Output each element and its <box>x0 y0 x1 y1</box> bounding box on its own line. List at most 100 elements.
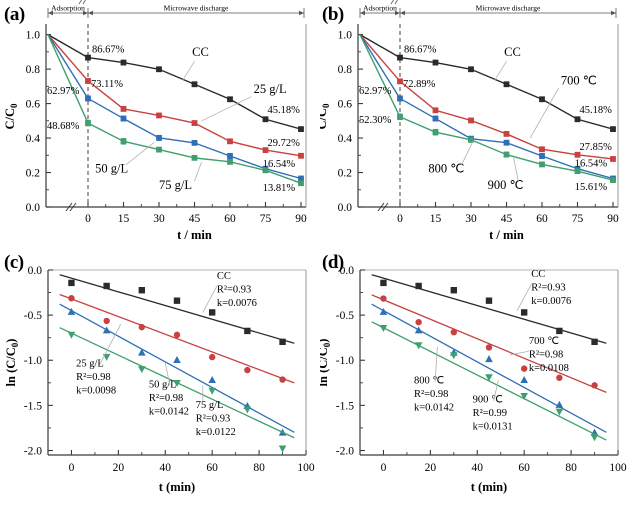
data-point-marker <box>468 66 474 73</box>
data-point-marker <box>397 95 403 102</box>
x-tick-label: 15 <box>430 213 442 225</box>
data-point-marker <box>191 120 198 126</box>
panel-a: (a) Adsorption Microwave discharge 1.0 0.8 0… <box>0 0 320 250</box>
data-point-marker <box>450 287 458 294</box>
data-point-marker <box>156 66 162 73</box>
series-label-700: 700 ℃ <box>561 74 597 88</box>
data-point-marker <box>397 54 403 61</box>
annotation-50-line3: k=0.0142 <box>149 406 189 417</box>
x-tick-label: 15 <box>118 213 130 225</box>
series-label-cc: CC <box>504 45 521 59</box>
y-tick-label: -1.0 <box>336 355 354 367</box>
data-point-marker <box>432 129 439 136</box>
data-point-marker <box>610 156 616 162</box>
data-point-marker <box>262 147 269 154</box>
data-point-marker <box>414 342 423 350</box>
series-CC <box>371 274 607 346</box>
data-point-marker <box>173 331 181 339</box>
data-point-marker <box>102 326 111 334</box>
y-tick-label: 0.0 <box>26 202 41 214</box>
data-point-marker <box>120 59 127 66</box>
y-axis-title: ln (C/C0) <box>4 339 20 387</box>
data-point-marker <box>85 120 91 126</box>
x-tick-label: 40 <box>472 462 484 474</box>
y-tick-label: 0.0 <box>28 265 43 277</box>
y-tick-label: -0.5 <box>24 310 42 322</box>
y-tick-label: 0.4 <box>26 133 41 145</box>
data-point-marker <box>298 152 304 159</box>
annotation-700-line3: k=0.0108 <box>529 363 569 374</box>
series-label-25: 25 g/L <box>254 82 287 96</box>
data-point-marker <box>279 338 286 346</box>
y-tick-label: -2.0 <box>24 445 42 457</box>
data-point-marker <box>539 146 545 153</box>
data-point-marker <box>520 309 528 316</box>
panel-b-plot: Adsorption Microwave discharge 1.0 0.8 0.6 0.… <box>320 0 619 242</box>
x-tick-label: 45 <box>501 213 513 225</box>
panel-b: (b) Adsorption Microwave discharge 1.0 0.8 0… <box>320 0 639 250</box>
y-tick-label: 1.0 <box>26 30 41 42</box>
adsorption-pct-700: 72.89% <box>403 79 436 90</box>
series-700-- <box>371 294 607 393</box>
panel-d-plot: 0.0 -0.5 -1.0 -1.5 -2.0 ln (C/C0) 0 20 40 60 80 100… <box>320 265 627 494</box>
panel-c: (c) 0.0 -0.5 -1.0 -1.5 -2.0 ln (C/C0) 0 20 40 60 8… <box>0 250 320 506</box>
annotation-cc-line2: R²=0.93 <box>531 283 565 294</box>
series-75-g-L <box>59 327 295 453</box>
data-point-marker <box>156 146 162 153</box>
data-point-marker <box>208 309 216 316</box>
data-point-marker <box>103 317 110 325</box>
x-tick-label: 20 <box>113 462 125 474</box>
data-point-marker <box>450 328 458 336</box>
data-point-marker <box>485 374 493 382</box>
panel-a-plot: Adsorption Microwave discharge 1.0 0.8 0.6 0.… <box>3 0 307 242</box>
x-tick-label: 75 <box>260 213 272 225</box>
data-point-marker <box>208 376 216 384</box>
data-point-marker <box>432 59 439 66</box>
series-label-800: 800 ℃ <box>428 162 464 176</box>
data-point-marker <box>468 117 474 124</box>
data-point-marker <box>379 325 388 333</box>
annotation-800-line2: R²=0.98 <box>414 389 448 400</box>
data-point-marker <box>156 112 162 119</box>
y-tick-label: 1.0 <box>338 30 353 42</box>
data-point-marker <box>243 406 252 414</box>
x-tick-label: 0 <box>69 462 75 474</box>
data-point-marker <box>610 126 616 133</box>
phase-label-microwave: Microwave discharge <box>164 4 229 13</box>
data-point-marker <box>539 96 545 103</box>
x-tick-label: 0 <box>397 213 403 225</box>
y-tick-label: 0.2 <box>338 168 353 180</box>
panel-c-label: (c) <box>4 252 24 273</box>
data-point-marker <box>610 177 616 183</box>
adsorption-pct-900: 52.30% <box>359 115 392 126</box>
final-pct-900: 15.61% <box>575 182 608 193</box>
data-point-marker <box>380 295 387 302</box>
data-point-marker <box>278 445 287 453</box>
y-tick-label: -1.0 <box>24 355 42 367</box>
data-point-marker <box>556 374 563 381</box>
data-point-marker <box>591 382 598 389</box>
series-CC <box>359 34 616 133</box>
data-point-marker <box>138 366 146 374</box>
fit-line <box>59 274 295 344</box>
annotation-75-line2: R²=0.93 <box>196 414 230 425</box>
annotation-cc-line1: CC <box>531 269 545 280</box>
data-point-marker <box>539 161 545 168</box>
data-point-marker <box>191 81 198 88</box>
data-point-marker <box>298 126 304 133</box>
y-axis-title: C/C0 <box>320 103 331 130</box>
data-point-marker <box>450 352 458 360</box>
series-900-- <box>359 34 616 183</box>
data-point-marker <box>262 167 269 174</box>
x-tick-label: 60 <box>206 462 218 474</box>
series-800-- <box>371 303 607 436</box>
x-tick-label: 0 <box>85 213 91 225</box>
data-point-marker <box>520 392 528 400</box>
panel-d: (d) 0.0 -0.5 -1.0 -1.5 -2.0 ln (C/C0) 0 20 40 60 8… <box>320 250 639 506</box>
x-axis-title: t (min) <box>471 480 507 494</box>
series-label-cc: CC <box>192 45 209 59</box>
final-pct-50: 16.54% <box>263 159 296 170</box>
fit-line <box>371 303 607 433</box>
panel-a-label: (a) <box>4 4 25 25</box>
